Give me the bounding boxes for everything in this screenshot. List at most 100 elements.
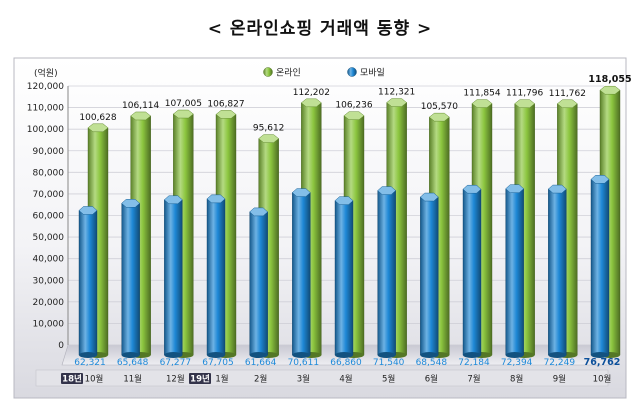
bar-cap-online xyxy=(343,111,365,120)
bar-cap-mobile xyxy=(206,194,226,204)
bar-base-mobile xyxy=(164,352,183,358)
bar-mobile xyxy=(420,196,439,356)
x-tick-label: 1월 xyxy=(215,374,228,385)
bar-mobile xyxy=(292,192,311,356)
x-tick-label: 12월 xyxy=(166,374,185,385)
x-tick-label: 5월 xyxy=(382,374,395,385)
bar-cap-online xyxy=(258,134,280,143)
bar-base-mobile xyxy=(335,352,353,358)
bar-cap-online xyxy=(300,98,322,108)
bar-base-mobile xyxy=(420,352,439,358)
data-label-mobile: 61,664 xyxy=(245,358,277,368)
bar-base-mobile xyxy=(505,352,524,358)
y-tick-label: 110,000 xyxy=(27,104,64,114)
data-label-mobile: 76,762 xyxy=(584,357,621,368)
data-label-mobile: 72,184 xyxy=(458,358,490,368)
bar-cap-mobile xyxy=(334,196,354,205)
bar-cap-mobile xyxy=(419,192,439,202)
bar-mobile xyxy=(206,198,226,356)
data-label-online: 95,612 xyxy=(253,124,285,134)
data-label-online: 112,202 xyxy=(293,88,330,98)
y-tick-label: 30,000 xyxy=(33,276,65,286)
bar-mobile xyxy=(377,190,396,356)
bar-base-mobile xyxy=(548,352,567,358)
x-tick-label: 10월 xyxy=(593,374,612,385)
x-tick-label: 9월 xyxy=(553,374,566,385)
data-label-online: 100,628 xyxy=(79,113,116,123)
data-label-mobile: 72,249 xyxy=(544,358,576,368)
x-tick-label: 3월 xyxy=(297,374,310,385)
y-tick-label: 100,000 xyxy=(27,125,64,135)
year-label: 18년 xyxy=(62,374,82,385)
y-tick-label: 20,000 xyxy=(33,298,65,308)
bar-mobile xyxy=(590,179,610,356)
bar-cap-mobile xyxy=(249,207,269,217)
bar-base-mobile xyxy=(79,352,97,358)
x-tick-label: 7월 xyxy=(467,374,480,385)
y-tick-label: 120,000 xyxy=(27,82,64,92)
year-badge xyxy=(61,373,83,384)
data-label-online: 111,762 xyxy=(549,89,586,99)
data-label-online: 111,796 xyxy=(506,89,543,99)
bar-cap-mobile xyxy=(462,184,482,194)
bar-mobile xyxy=(249,211,268,356)
y-tick-label: 60,000 xyxy=(33,212,65,222)
bar-base-mobile xyxy=(207,352,225,358)
bar-base-mobile xyxy=(463,352,481,358)
x-tick-label: 8월 xyxy=(510,374,523,385)
data-label-online: 107,005 xyxy=(165,99,202,109)
x-tick-label: 2월 xyxy=(254,374,267,385)
category-band xyxy=(35,369,609,387)
bar-base-mobile xyxy=(591,352,609,358)
x-tick-label: 10월 xyxy=(85,374,104,385)
y-tick-label: 90,000 xyxy=(33,147,65,157)
bar-cap-mobile xyxy=(163,195,183,205)
data-label-online: 106,827 xyxy=(207,99,244,109)
bar-cap-online xyxy=(599,85,621,95)
bar-cap-mobile xyxy=(377,186,397,195)
bar-cap-online xyxy=(471,99,493,108)
y-tick-label: 80,000 xyxy=(33,168,65,178)
bar-cap-mobile xyxy=(547,184,567,194)
legend-swatch-mobile xyxy=(347,67,357,77)
bar-cap-online xyxy=(514,99,536,108)
bar-cap-online xyxy=(130,111,152,121)
year-badge xyxy=(189,373,211,384)
y-tick-label: 50,000 xyxy=(33,233,65,243)
bar-cap-online xyxy=(556,99,578,109)
bar-cap-online xyxy=(386,98,408,107)
bar-mobile xyxy=(505,188,524,356)
y-tick-label: 70,000 xyxy=(33,190,65,200)
bar-cap-online xyxy=(172,109,194,119)
bar-mobile xyxy=(164,199,183,356)
chart-title: < 온라인쇼핑 거래액 동향 > xyxy=(207,19,433,39)
data-label-online: 112,321 xyxy=(378,88,415,98)
data-label-mobile: 62,321 xyxy=(74,358,106,368)
bar-cap-mobile xyxy=(291,188,311,197)
legend-label-mobile: 모바일 xyxy=(360,68,385,79)
bar-cap-mobile xyxy=(505,184,525,193)
bar-mobile xyxy=(78,210,98,356)
data-label-online: 106,236 xyxy=(335,101,372,111)
bar-mobile xyxy=(334,200,354,356)
bar-base-mobile xyxy=(292,352,311,358)
y-tick-label: 10,000 xyxy=(33,319,65,329)
data-label-mobile: 71,540 xyxy=(373,358,405,368)
bar-mobile xyxy=(121,203,140,356)
bar-cap-online xyxy=(215,110,237,119)
data-label-online: 106,114 xyxy=(122,101,159,111)
data-label-mobile: 72,394 xyxy=(501,358,533,368)
bar-cap-online xyxy=(87,123,109,133)
bar-base-mobile xyxy=(377,352,396,358)
data-label-mobile: 67,277 xyxy=(160,358,192,368)
bar-base-mobile xyxy=(249,352,268,358)
year-label: 19년 xyxy=(190,374,210,385)
bar-mobile xyxy=(462,189,482,356)
bar-cap-mobile xyxy=(78,206,98,215)
data-label-online: 105,570 xyxy=(421,102,458,112)
data-label-mobile: 70,611 xyxy=(288,358,320,368)
legend-label-online: 온라인 xyxy=(276,68,301,79)
data-label-mobile: 67,705 xyxy=(202,358,234,368)
y-unit-label: (억원) xyxy=(34,67,58,79)
bar-cap-mobile xyxy=(121,199,141,208)
